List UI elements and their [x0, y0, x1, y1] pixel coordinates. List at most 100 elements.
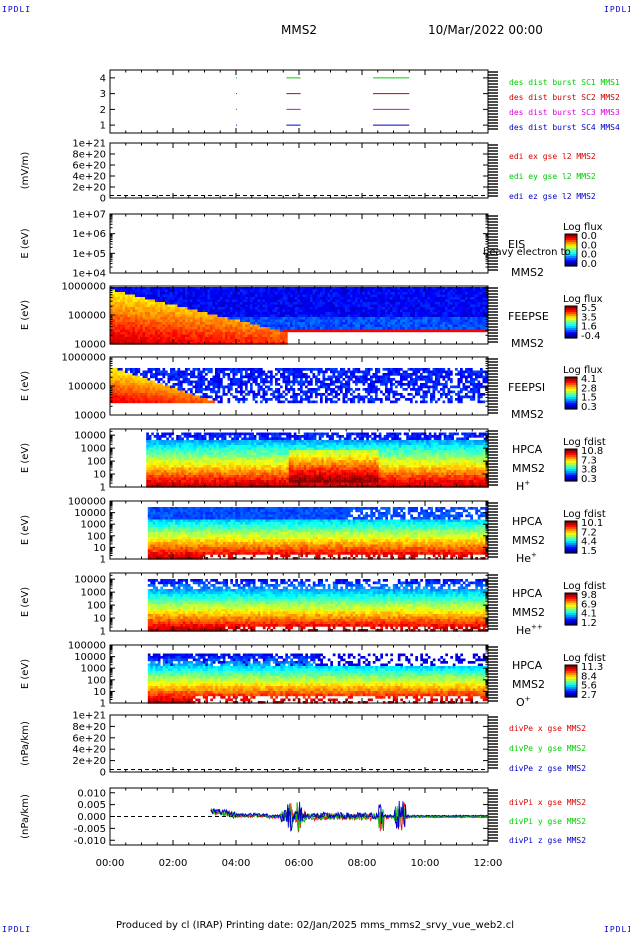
- feepse-pixel: [370, 287, 373, 290]
- feepse-pixel: [482, 292, 486, 295]
- feepse-pixel: [337, 304, 341, 308]
- feepse-pixel: [180, 319, 183, 323]
- feepsi-pixel: [137, 383, 141, 386]
- feepse-pixel: [142, 297, 146, 300]
- feepse-pixel: [400, 302, 403, 305]
- feepse-pixel: [237, 297, 241, 300]
- feepsi-pixel: [202, 400, 206, 404]
- feepse-pixel: [182, 339, 186, 343]
- feepse-pixel: [467, 289, 471, 293]
- feepse-pixel: [405, 314, 408, 318]
- feepse-pixel: [342, 302, 346, 305]
- burst-legend-entry: des dist burst SC3 MMS3: [509, 108, 620, 117]
- feepse-pixel: [165, 289, 168, 293]
- feepse-pixel: [117, 307, 121, 310]
- feepsi-pixel: [465, 375, 468, 379]
- feepse-pixel: [287, 329, 291, 333]
- feepse-pixel: [232, 314, 236, 318]
- feepsi-pixel: [315, 375, 318, 379]
- feepse-pixel: [302, 309, 306, 313]
- feepse-pixel: [415, 302, 418, 305]
- feepsi-pixel: [215, 370, 218, 374]
- feepse-pixel: [430, 312, 433, 315]
- feepse-pixel: [437, 324, 441, 328]
- feepse-colorbar-cell: [565, 316, 577, 319]
- feepsi-pixel: [167, 380, 171, 384]
- feepse-pixel: [397, 327, 401, 330]
- feepsi-pixel: [407, 373, 411, 376]
- feepse-pixel: [360, 309, 363, 313]
- feepse-pixel: [192, 307, 196, 310]
- feepse-pixel: [302, 299, 306, 303]
- feepse-pixel: [117, 302, 121, 305]
- feepse-pixel: [140, 292, 143, 295]
- feepse-pixel: [257, 324, 261, 328]
- feepse-pixel: [175, 287, 178, 290]
- feepsi-pixel: [435, 383, 438, 386]
- feepse-pixel: [355, 297, 358, 300]
- feepse-pixel: [442, 322, 446, 325]
- edi-ylabel: (mV/m): [20, 152, 31, 190]
- eis-ytick-label: 1e+05: [72, 249, 106, 260]
- feepsi-pixel: [382, 393, 386, 396]
- feepsi-pixel: [190, 393, 193, 396]
- feepsi-pixel: [300, 385, 303, 389]
- feepsi-pixel: [220, 368, 223, 371]
- feepse-pixel: [290, 322, 293, 325]
- feepse-pixel: [455, 324, 458, 328]
- feepse-pixel: [467, 314, 471, 318]
- feepse-pixel: [262, 297, 266, 300]
- feepse-pixel: [290, 294, 293, 298]
- feepse-pixel: [385, 302, 388, 305]
- feepse-pixel: [300, 319, 303, 323]
- feepse-pixel: [370, 292, 373, 295]
- feepse-pixel: [380, 329, 383, 333]
- feepsi-pixel: [275, 380, 278, 384]
- feepse-pixel: [417, 319, 421, 323]
- feepse-pixel: [215, 297, 218, 300]
- feepse-pixel: [395, 292, 398, 295]
- feepse-pixel: [395, 287, 398, 290]
- feepse-pixel: [430, 322, 433, 325]
- feepse-pixel: [227, 337, 231, 340]
- feepse-pixel: [337, 292, 341, 295]
- feepse-pixel: [355, 312, 358, 315]
- feepse-pixel: [147, 314, 151, 318]
- feepsi-pixel: [240, 388, 243, 391]
- feepse-pixel: [297, 302, 301, 305]
- feepse-pixel: [187, 299, 191, 303]
- feepse-pixel: [385, 329, 388, 333]
- feepsi-pixel: [352, 390, 356, 394]
- feepse-pixel: [180, 309, 183, 313]
- feepse-pixel: [357, 319, 361, 323]
- feepsi-pixel: [217, 383, 221, 386]
- feepse-pixel: [237, 324, 241, 328]
- feepsi-pixel: [250, 378, 253, 381]
- feepsi-pixel: [302, 393, 306, 396]
- eis-colorbar-cell: [565, 244, 577, 247]
- feepsi-pixel: [195, 383, 198, 386]
- feepse-pixel: [255, 342, 258, 345]
- feepsi-pixel: [362, 400, 366, 404]
- feepse-pixel: [157, 309, 161, 313]
- feepse-pixel: [205, 337, 208, 340]
- feepse-pixel: [470, 314, 473, 318]
- feepse-pixel: [262, 287, 266, 290]
- feepse-pixel: [355, 317, 358, 320]
- feepsi-pixel: [142, 398, 146, 401]
- feepse-pixel: [307, 322, 311, 325]
- feepse-pixel: [415, 314, 418, 318]
- feepsi-pixel: [390, 390, 393, 394]
- feepsi-pixel: [115, 400, 118, 404]
- feepse-pixel: [375, 302, 378, 305]
- feepse-pixel: [195, 324, 198, 328]
- feepse-pixel: [140, 332, 143, 335]
- eis-ylabel: E (eV): [20, 228, 31, 258]
- feepse-pixel: [322, 292, 326, 295]
- feepse-pixel: [232, 299, 236, 303]
- feepsi-pixel: [402, 375, 406, 379]
- feepse-pixel: [387, 302, 391, 305]
- feepsi-pixel: [460, 380, 463, 384]
- feepse-pixel: [235, 317, 238, 320]
- feepse-pixel: [270, 312, 273, 315]
